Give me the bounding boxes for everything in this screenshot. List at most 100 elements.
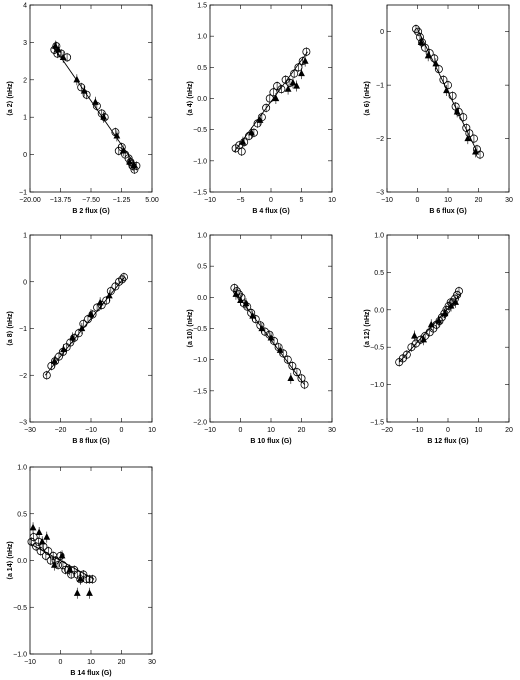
y-axis-label: ⟨a 4⟩ (nHz) — [186, 81, 194, 116]
y-tick-label: −2 — [19, 373, 27, 380]
panel-a10: −10 0 10 20 30 −2.0 −1.5 −1.0 −0.5 0.0 0.5 1.0 B 10 … — [186, 233, 336, 446]
y-tick-label: −0.5 — [193, 127, 207, 134]
plot-frame — [209, 4, 333, 193]
x-tick-label: −20.00 — [19, 197, 41, 204]
panel-a6: −10 0 10 20 30−3−2−10B 6 flux (G)⟨a 6⟩ (nHz) — [363, 4, 513, 215]
x-tick-label: 0 — [416, 197, 420, 204]
plot-frame — [29, 466, 153, 655]
x-axis-label: B 14 flux (G) — [70, 670, 111, 677]
y-tick-label: −1 — [19, 326, 27, 333]
y-tick-label: −1.5 — [193, 190, 207, 197]
y-axis-label: ⟨a 6⟩ (nHz) — [363, 81, 371, 116]
x-tick-label: 0 — [59, 659, 63, 666]
y-tick-label: −1.0 — [193, 158, 207, 165]
y-tick-label: −2.0 — [193, 420, 207, 427]
x-tick-label: 10 — [148, 427, 156, 434]
panel-a4: −10 −5 0 5 10 −1.5 −1.0 −0.5 0.0 0.5 1.0 1.5 B 4 flu… — [186, 3, 336, 216]
x-tick-label: −30 — [24, 427, 36, 434]
x-tick-label: −10 — [381, 197, 393, 204]
x-tick-label: 0 — [446, 427, 450, 434]
x-tick-label: −10 — [412, 427, 424, 434]
plot-frame — [209, 234, 333, 423]
x-tick-label: −7.50 — [82, 197, 100, 204]
x-tick-label: 20 — [118, 659, 126, 666]
y-tick-label: −1.0 — [13, 652, 27, 659]
y-tick-label: 0.0 — [17, 558, 27, 565]
panel-a14: −10 0 10 20 30 −1.0 −0.5 0.0 0.5 1.0 B 14 flux (G)… — [6, 465, 156, 678]
y-tick-label: −1.5 — [193, 388, 207, 395]
x-axis-label: B 2 flux (G) — [72, 208, 109, 215]
x-tick-label: 30 — [328, 427, 336, 434]
y-tick-label: −1 — [19, 190, 27, 197]
y-tick-label: 1.0 — [197, 233, 207, 240]
y-axis-label: ⟨a 8⟩ (nHz) — [6, 311, 14, 346]
x-tick-label: 0 — [239, 427, 243, 434]
panel-a12: −20 −10 0 10 20 −1.5 −1.0 −0.5 0.0 0.5 1.0 B 12 flu… — [363, 233, 513, 446]
y-tick-label: 3 — [23, 40, 27, 47]
x-tick-label: −20 — [55, 427, 67, 434]
x-tick-label: −13.75 — [50, 197, 72, 204]
x-tick-label: −10 — [204, 427, 216, 434]
y-tick-label: 0.5 — [197, 264, 207, 271]
x-tick-label: 10 — [444, 197, 452, 204]
x-tick-label: 10 — [328, 197, 336, 204]
y-axis-label: ⟨a 2⟩ (nHz) — [6, 81, 14, 116]
plot-frame — [386, 234, 510, 423]
x-tick-label: −10 — [85, 427, 97, 434]
x-tick-label: 20 — [505, 427, 513, 434]
x-tick-label: 10 — [87, 659, 95, 666]
x-axis-label: B 12 flux (G) — [427, 438, 468, 445]
y-tick-label: −0.5 — [13, 605, 27, 612]
x-tick-label: 0 — [120, 427, 124, 434]
y-tick-label: 0.0 — [197, 295, 207, 302]
y-tick-label: 0.5 — [374, 270, 384, 277]
y-tick-label: 0 — [23, 279, 27, 286]
x-axis-label: B 6 flux (G) — [429, 208, 466, 215]
y-tick-label: 0 — [380, 29, 384, 36]
y-axis-label: ⟨a 10⟩ (nHz) — [186, 309, 194, 348]
y-tick-label: 0.5 — [197, 65, 207, 72]
x-tick-label: −20 — [381, 427, 393, 434]
fit-line — [44, 276, 125, 376]
y-tick-label: −2 — [376, 136, 384, 143]
x-tick-label: 5 — [300, 197, 304, 204]
y-tick-label: 1 — [23, 115, 27, 122]
y-tick-label: −1.5 — [370, 420, 384, 427]
x-tick-label: 5.00 — [145, 197, 159, 204]
x-axis-label: B 8 flux (G) — [72, 438, 109, 445]
y-tick-label: 1.0 — [17, 465, 27, 472]
x-axis-label: B 10 flux (G) — [250, 438, 291, 445]
x-tick-label: 30 — [148, 659, 156, 666]
y-axis-label: ⟨a 12⟩ (nHz) — [363, 309, 371, 348]
x-tick-label: −1.25 — [113, 197, 131, 204]
fit-line — [54, 47, 138, 168]
x-tick-label: −5 — [237, 197, 245, 204]
x-tick-label: −10 — [24, 659, 36, 666]
y-tick-label: −1 — [376, 83, 384, 90]
y-tick-label: 0.0 — [197, 96, 207, 103]
x-tick-label: 10 — [475, 427, 483, 434]
x-tick-label: 20 — [475, 197, 483, 204]
x-tick-label: 0 — [269, 197, 273, 204]
y-tick-label: −3 — [19, 420, 27, 427]
y-tick-label: 2 — [23, 77, 27, 84]
plot-frame — [29, 234, 153, 423]
y-tick-label: 1.5 — [197, 3, 207, 10]
y-tick-label: −3 — [376, 190, 384, 197]
x-tick-label: 30 — [505, 197, 513, 204]
y-tick-label: 1 — [23, 233, 27, 240]
y-tick-label: 1.0 — [374, 233, 384, 240]
y-tick-label: −1.0 — [370, 382, 384, 389]
y-tick-label: −0.5 — [370, 345, 384, 352]
y-axis-label: ⟨a 14⟩ (nHz) — [6, 541, 14, 580]
y-tick-label: −0.5 — [193, 326, 207, 333]
y-tick-label: 0.5 — [17, 511, 27, 518]
x-tick-label: 20 — [298, 427, 306, 434]
x-axis-label: B 4 flux (G) — [252, 208, 289, 215]
y-tick-label: 0.0 — [374, 307, 384, 314]
x-tick-label: −10 — [204, 197, 216, 204]
plot-frame — [386, 4, 510, 193]
y-tick-label: 4 — [23, 3, 27, 10]
